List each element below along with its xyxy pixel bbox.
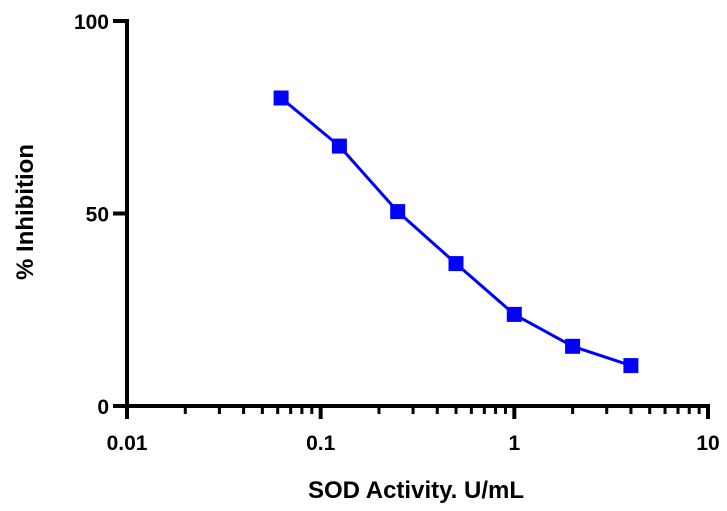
y-tick-label: 100 <box>74 11 109 34</box>
data-point-marker <box>565 338 581 354</box>
data-point-marker <box>448 256 464 272</box>
data-point-marker <box>273 90 289 106</box>
y-major-ticks <box>113 19 127 408</box>
x-tick-label: 0.01 <box>107 432 148 455</box>
y-tick-label: 0 <box>97 396 109 419</box>
x-axis-title: SOD Activity. U/mL <box>308 477 524 504</box>
x-tick-label: 0.1 <box>306 432 336 455</box>
x-tick-label: 10 <box>696 432 719 455</box>
series-line <box>280 96 632 368</box>
axes: 0.01 0.1 1 10 0 50 100 <box>74 11 720 455</box>
y-tick-label: 50 <box>86 204 109 227</box>
plot-series <box>273 90 639 374</box>
data-point-marker <box>623 358 639 374</box>
x-tick-label: 1 <box>508 432 520 455</box>
data-point-marker <box>390 204 406 220</box>
x-major-ticks <box>125 406 710 419</box>
y-axis-title: % Inhibition <box>12 144 39 280</box>
y-tick-labels: 0 50 100 <box>74 11 109 419</box>
x-minor-ticks <box>183 406 701 414</box>
x-tick-labels: 0.01 0.1 1 10 <box>107 432 720 455</box>
data-point-marker <box>506 306 522 322</box>
data-point-marker <box>331 138 347 154</box>
